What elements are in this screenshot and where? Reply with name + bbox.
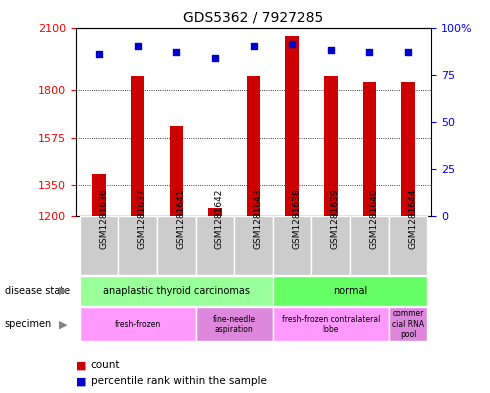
Bar: [363, 82, 376, 216]
Text: count: count: [91, 360, 120, 371]
Bar: [119, 216, 157, 275]
Text: GSM1281642: GSM1281642: [215, 189, 224, 249]
Text: GSM1281640: GSM1281640: [369, 189, 378, 249]
Bar: [157, 216, 196, 275]
Bar: [273, 307, 389, 341]
Bar: [273, 216, 312, 275]
Point: [404, 49, 412, 55]
Bar: [208, 208, 221, 216]
Text: commer
cial RNA
pool: commer cial RNA pool: [392, 309, 424, 339]
Text: GSM1281636: GSM1281636: [99, 189, 108, 250]
Point: [172, 49, 180, 55]
Text: specimen: specimen: [5, 319, 52, 329]
Text: fine-needle
aspiration: fine-needle aspiration: [213, 314, 256, 334]
Point: [134, 43, 142, 50]
Text: GSM1281641: GSM1281641: [176, 189, 185, 249]
Point: [250, 43, 258, 50]
Bar: [170, 126, 183, 216]
Bar: [131, 76, 145, 216]
Bar: [80, 216, 119, 275]
Point: [327, 47, 335, 53]
Bar: [389, 307, 427, 341]
Bar: [247, 76, 260, 216]
Bar: [92, 174, 106, 216]
Bar: [312, 216, 350, 275]
Bar: [196, 216, 234, 275]
Bar: [350, 216, 389, 275]
Text: normal: normal: [333, 286, 367, 296]
Bar: [196, 307, 273, 341]
Text: GSM1281643: GSM1281643: [254, 189, 263, 249]
Text: fresh-frozen: fresh-frozen: [115, 320, 161, 329]
Text: percentile rank within the sample: percentile rank within the sample: [91, 376, 267, 386]
Point: [288, 41, 296, 48]
Text: disease state: disease state: [5, 286, 70, 296]
Text: GSM1281637: GSM1281637: [138, 189, 147, 250]
Text: ▶: ▶: [59, 319, 68, 329]
Text: GSM1281639: GSM1281639: [331, 189, 340, 250]
Text: ▶: ▶: [59, 286, 68, 296]
Bar: [80, 307, 196, 341]
Text: ■: ■: [76, 360, 86, 371]
Text: GSM1281638: GSM1281638: [292, 189, 301, 250]
Bar: [389, 216, 427, 275]
Bar: [80, 276, 273, 306]
Point: [95, 51, 103, 57]
Title: GDS5362 / 7927285: GDS5362 / 7927285: [183, 11, 324, 25]
Bar: [286, 36, 299, 216]
Bar: [234, 216, 273, 275]
Text: ■: ■: [76, 376, 86, 386]
Text: GSM1281644: GSM1281644: [408, 189, 417, 249]
Text: anaplastic thyroid carcinomas: anaplastic thyroid carcinomas: [103, 286, 250, 296]
Point: [366, 49, 373, 55]
Bar: [273, 276, 427, 306]
Point: [211, 55, 219, 61]
Bar: [401, 82, 415, 216]
Text: fresh-frozen contralateral
lobe: fresh-frozen contralateral lobe: [282, 314, 380, 334]
Bar: [324, 76, 338, 216]
